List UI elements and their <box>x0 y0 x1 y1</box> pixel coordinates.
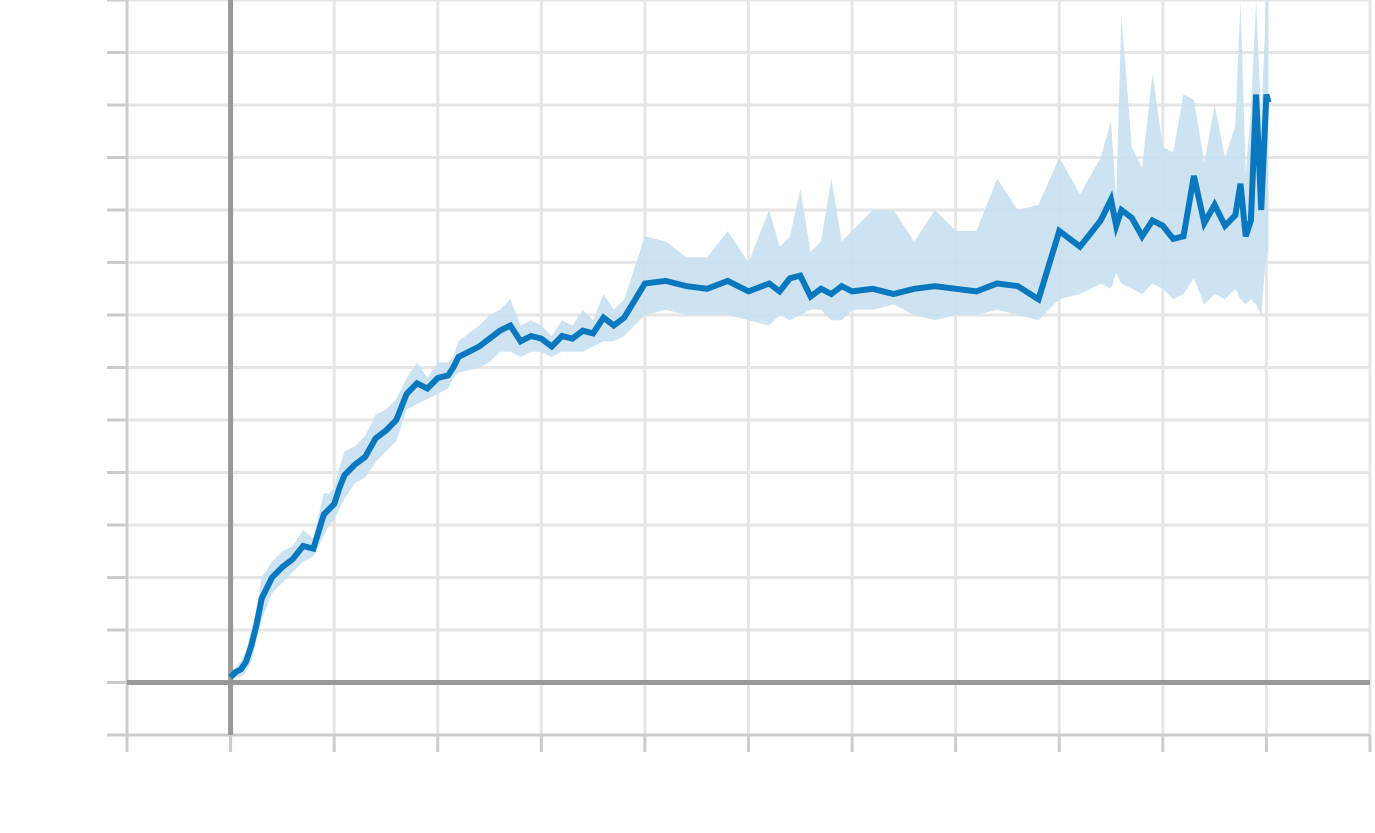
series-0-line <box>228 93 1272 680</box>
tick-layer <box>107 0 1372 752</box>
series-line-layer <box>228 93 1272 680</box>
